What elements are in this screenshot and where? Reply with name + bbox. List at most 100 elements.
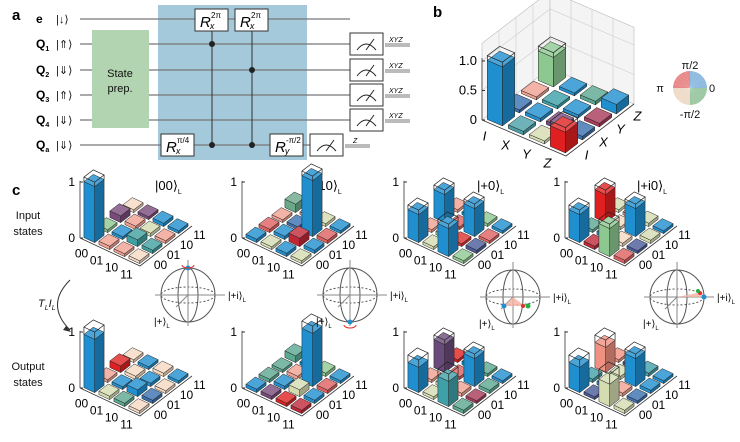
column-category-label: 10 (665, 238, 679, 252)
bar-top (128, 398, 150, 412)
bar (568, 347, 590, 394)
bar (290, 397, 312, 415)
bar (113, 241, 135, 258)
row-category-label: 00 (399, 397, 413, 411)
bar-face (83, 333, 95, 394)
bar (109, 203, 131, 224)
bar-top (152, 210, 174, 224)
bar (558, 76, 588, 97)
rotation-gate (194, 8, 229, 32)
row-category-label: 01 (414, 254, 428, 268)
row-category-label: 00 (75, 247, 89, 261)
phase-wheel-segment (690, 88, 699, 105)
bar (126, 377, 148, 398)
bar (329, 218, 351, 235)
bar (626, 238, 648, 255)
bar (486, 45, 516, 127)
bar (316, 227, 338, 245)
bar-face (624, 353, 636, 388)
bar (463, 341, 485, 388)
phase-wheel-segment (675, 75, 690, 88)
phase-wedge (504, 297, 525, 306)
x-axis-arrow (664, 296, 678, 310)
column-category-label: 01 (652, 398, 666, 412)
bar-top (626, 238, 648, 252)
bar (141, 387, 163, 405)
qubit-label: Q3 (36, 88, 49, 104)
bar (541, 89, 571, 110)
phase-wheel-segment (685, 71, 690, 88)
bar-face (407, 209, 419, 244)
qubit-label: Qa (36, 138, 49, 154)
bar (407, 197, 429, 244)
column-category-label: 01 (167, 248, 181, 262)
bar (288, 377, 310, 398)
phase-wheel-segment (673, 79, 690, 88)
axis-tick-label: 0 (68, 231, 75, 245)
bar-top (98, 233, 120, 247)
bar (316, 377, 338, 395)
bar (433, 327, 455, 374)
bar-top (520, 80, 550, 98)
rotation-arrow-icon (343, 324, 357, 329)
arrow-head-icon (63, 326, 71, 332)
bloch-label-plus-i: |+i⟩L (553, 293, 572, 306)
bar (452, 248, 474, 265)
bloch-label-plus: |+⟩L (316, 317, 332, 330)
axis-tick-label: 1 (553, 175, 560, 189)
column-category-label: 01 (329, 248, 343, 262)
bar-top (507, 115, 537, 132)
panel-c-label: c (12, 182, 20, 199)
bar (83, 169, 105, 244)
column-category-label: Z (633, 109, 643, 124)
column-category-label: 11 (517, 378, 530, 392)
floor-edge (564, 225, 678, 267)
meter-icon (316, 139, 337, 152)
bar (437, 361, 459, 408)
bar (520, 80, 550, 101)
bar (271, 207, 293, 224)
row-category-label: 01 (252, 404, 266, 418)
phase-wheel-segment (673, 83, 690, 88)
column-category-label: 00 (639, 258, 653, 272)
bar (465, 237, 487, 255)
bar (260, 234, 282, 251)
column-category-label: 10 (504, 388, 518, 402)
bar (624, 341, 646, 388)
phase-wheel-segment (690, 83, 707, 88)
column-category-label: 10 (180, 388, 194, 402)
bar (598, 361, 620, 408)
bar (437, 211, 459, 258)
bar-top (139, 220, 161, 234)
bar-top (258, 366, 280, 380)
bar (452, 397, 474, 415)
phase-wheel-segment (690, 88, 705, 101)
bar (652, 218, 674, 235)
bar-face (301, 175, 313, 238)
bar (639, 227, 661, 245)
gate-label: Ry (275, 139, 290, 156)
grid-line (481, 8, 635, 62)
qubit-label: Q2 (36, 63, 49, 79)
bar (288, 225, 310, 248)
column-category-label: 10 (342, 238, 356, 252)
bar (537, 36, 567, 88)
bar (152, 360, 174, 378)
bar (583, 107, 613, 128)
bar-top (245, 376, 267, 390)
phase-label-bottom: -π/2 (680, 109, 700, 121)
bar (273, 373, 295, 391)
axis-tick-label: 1 (68, 325, 75, 339)
column-category-label: 10 (180, 238, 194, 252)
bar (284, 191, 306, 214)
column-category-label: X (598, 135, 609, 150)
gate-label: Rx (166, 139, 181, 156)
bar (652, 368, 674, 385)
bar-top (271, 207, 293, 221)
phase-wheel-segment (677, 73, 690, 88)
bar-top (452, 248, 474, 262)
axis-tick-label: 1 (68, 175, 75, 189)
